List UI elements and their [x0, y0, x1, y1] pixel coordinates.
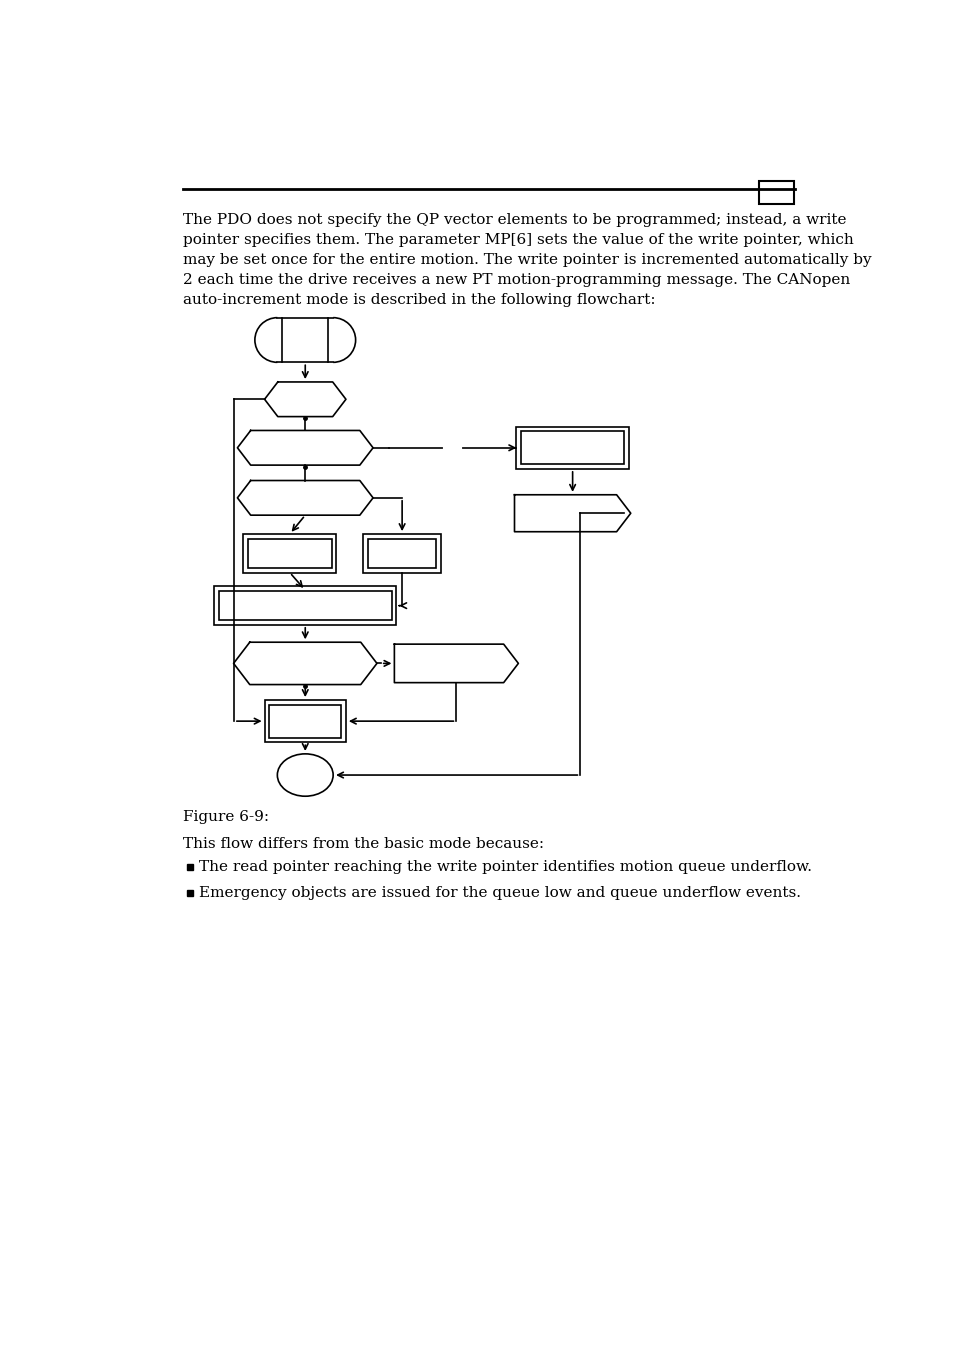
Ellipse shape — [277, 754, 333, 796]
Text: The read pointer reaching the write pointer identifies motion queue underflow.: The read pointer reaching the write poin… — [199, 861, 811, 874]
Bar — [264, 700, 346, 742]
Bar — [243, 534, 335, 573]
Bar — [214, 586, 395, 626]
Bar — [516, 427, 628, 469]
Bar — [758, 181, 794, 204]
Text: This flow differs from the basic mode because:: This flow differs from the basic mode be… — [183, 836, 543, 851]
Bar — [368, 539, 436, 567]
Text: Emergency objects are issued for the queue low and queue underflow events.: Emergency objects are issued for the que… — [199, 886, 801, 900]
Bar — [248, 539, 332, 567]
Text: Figure 6-9:: Figure 6-9: — [183, 809, 269, 824]
Bar — [363, 534, 440, 573]
Bar — [269, 705, 341, 738]
Bar — [520, 431, 623, 465]
Text: The PDO does not specify the QP vector elements to be programmed; instead, a wri: The PDO does not specify the QP vector e… — [183, 213, 870, 307]
Bar — [218, 590, 392, 620]
